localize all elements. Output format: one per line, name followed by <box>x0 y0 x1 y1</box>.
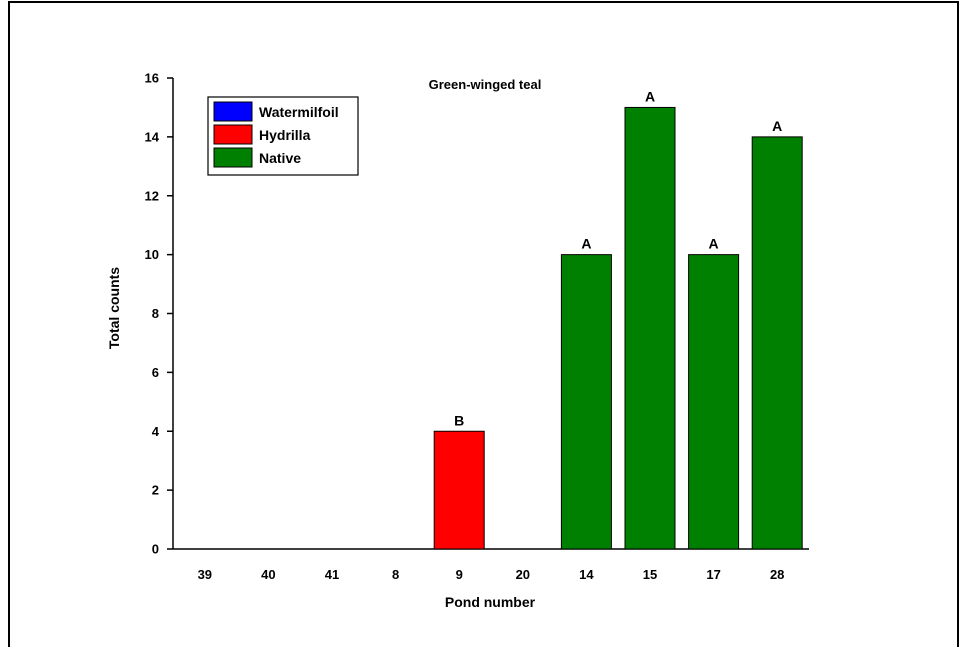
figure-frame <box>8 1 959 647</box>
x-tick-label: 41 <box>325 567 339 582</box>
significance-letter: A <box>581 236 591 252</box>
significance-letter: A <box>645 88 655 104</box>
x-tick-label: 9 <box>456 567 463 582</box>
legend-label: Native <box>259 150 301 166</box>
legend-label: Watermilfoil <box>259 104 339 120</box>
y-tick-label: 10 <box>145 247 159 262</box>
x-tick-label: 8 <box>392 567 399 582</box>
significance-letter: A <box>772 118 782 134</box>
significance-letter: A <box>709 236 719 252</box>
y-tick-label: 8 <box>152 306 159 321</box>
x-tick-label: 14 <box>579 567 594 582</box>
bar <box>560 254 612 550</box>
legend-label: Hydrilla <box>259 127 311 143</box>
chart-title: Green-winged teal <box>429 77 542 92</box>
bars-group: B A A A A <box>433 88 803 550</box>
bar <box>751 136 803 550</box>
y-tick-label: 16 <box>145 71 159 86</box>
x-axis-label: Pond number <box>445 594 536 610</box>
significance-letter: B <box>454 412 464 428</box>
bar <box>688 254 740 550</box>
legend-swatch <box>213 124 253 145</box>
x-tick-label: 15 <box>643 567 657 582</box>
x-tick-label: 17 <box>706 567 720 582</box>
y-tick-label: 0 <box>152 542 159 557</box>
bar <box>624 106 676 550</box>
bar <box>433 430 485 550</box>
y-tick-label: 12 <box>145 188 159 203</box>
y-axis-label: Total counts <box>106 267 122 349</box>
legend-swatch <box>213 101 253 122</box>
ticks-group: 0 2 4 6 8 10 12 14 16 39 40 41 8 9 20 14 15 17 28 <box>145 71 785 583</box>
y-tick-label: 14 <box>145 129 160 144</box>
legend: Watermilfoil Hydrilla Native <box>207 96 359 176</box>
x-tick-label: 28 <box>770 567 784 582</box>
y-tick-label: 6 <box>152 365 159 380</box>
x-tick-label: 39 <box>198 567 212 582</box>
y-tick-label: 2 <box>152 483 159 498</box>
x-tick-label: 20 <box>516 567 530 582</box>
y-tick-label: 4 <box>152 424 160 439</box>
legend-swatch <box>213 147 253 168</box>
x-tick-label: 40 <box>261 567 275 582</box>
